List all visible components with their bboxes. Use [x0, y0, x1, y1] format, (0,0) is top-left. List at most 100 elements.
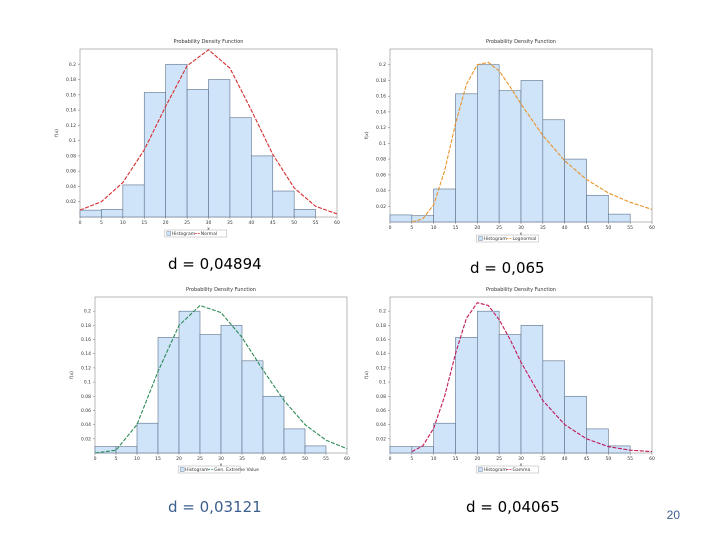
- y-tick-label: 0.08: [376, 394, 386, 400]
- legend-label-histogram: Histogram: [483, 467, 506, 473]
- x-tick-label: 10: [120, 220, 126, 226]
- y-tick-label: 0.1: [84, 380, 91, 386]
- x-tick-label: 15: [453, 456, 459, 462]
- x-tick-label: 30: [218, 456, 224, 462]
- histogram-bar: [293, 209, 316, 218]
- x-tick-label: 30: [518, 225, 524, 231]
- y-tick-label: 0.2: [69, 62, 76, 68]
- legend-label-curve: Gamma: [512, 467, 530, 473]
- legend-label-curve: Gen. Extreme Value: [214, 467, 259, 473]
- x-tick-label: 60: [649, 225, 655, 231]
- x-tick-label: 10: [431, 456, 437, 462]
- y-tick-label: 0.1: [69, 138, 76, 144]
- x-axis-label: x: [520, 463, 523, 468]
- y-axis-label: f(x): [364, 131, 370, 139]
- y-tick-label: 0.16: [376, 94, 386, 100]
- x-tick-label: 35: [227, 220, 233, 226]
- legend-swatch-histogram: [478, 467, 483, 472]
- histogram-bar: [178, 310, 201, 454]
- chart-title: Probability Density Function: [486, 39, 556, 45]
- x-tick-label: 40: [248, 220, 254, 226]
- chart-gev: Probability Density Function 0 5 10 15 20 25 30…: [65, 283, 355, 481]
- x-tick-label: 25: [496, 225, 502, 231]
- y-tick-label: 0.16: [66, 92, 76, 98]
- y-tick-label: 0.12: [376, 365, 386, 371]
- y-axis-label: f(x): [364, 371, 370, 379]
- y-tick-label: 0.08: [376, 157, 386, 163]
- y-tick-label: 0.14: [81, 351, 91, 357]
- histogram-bar: [283, 428, 306, 454]
- x-tick-label: 20: [176, 456, 182, 462]
- x-tick-label: 40: [562, 225, 568, 231]
- y-tick-label: 0.1: [379, 141, 386, 147]
- histogram-bar: [229, 117, 252, 218]
- x-tick-label: 10: [431, 225, 437, 231]
- x-tick-label: 50: [302, 456, 308, 462]
- histogram-bar: [564, 395, 587, 454]
- x-tick-label: 5: [115, 456, 118, 462]
- chart-title: Probability Density Function: [174, 39, 244, 45]
- legend-swatch-histogram: [478, 236, 483, 241]
- x-tick-label: 20: [474, 225, 480, 231]
- y-tick-label: 0.1: [379, 380, 386, 386]
- y-tick-label: 0.2: [379, 62, 386, 68]
- legend-swatch-histogram: [166, 231, 172, 236]
- x-tick-label: 45: [584, 456, 590, 462]
- histogram-bar: [262, 395, 285, 454]
- histogram-bar: [304, 445, 327, 454]
- y-tick-label: 0.06: [376, 172, 386, 178]
- y-tick-label: 0.06: [66, 169, 76, 175]
- y-tick-label: 0.14: [376, 109, 386, 115]
- x-tick-label: 60: [344, 456, 350, 462]
- chart-title: Probability Density Function: [186, 287, 256, 293]
- x-tick-label: 55: [627, 225, 633, 231]
- caption-normal: d = 0,04894: [168, 255, 262, 273]
- x-tick-label: 25: [184, 220, 190, 226]
- x-axis-label: x: [520, 232, 523, 237]
- x-tick-label: 60: [649, 456, 655, 462]
- caption-lognormal: d = 0,065: [470, 259, 545, 277]
- legend-label-curve: Normal: [201, 231, 217, 237]
- legend-swatch-histogram: [179, 467, 185, 472]
- x-tick-label: 35: [239, 456, 245, 462]
- y-tick-label: 0.02: [66, 199, 76, 205]
- x-tick-label: 20: [474, 456, 480, 462]
- legend-label-histogram: Histogram: [185, 467, 208, 473]
- histogram-bar: [186, 89, 209, 218]
- histogram-bar: [220, 325, 243, 454]
- histogram-bar: [608, 213, 631, 223]
- x-tick-label: 50: [291, 220, 297, 226]
- x-tick-label: 0: [389, 225, 392, 231]
- x-tick-label: 0: [389, 456, 392, 462]
- y-tick-label: 0.12: [376, 125, 386, 131]
- y-tick-label: 0.04: [376, 422, 386, 428]
- y-tick-label: 0.04: [376, 188, 386, 194]
- y-tick-label: 0.08: [66, 153, 76, 159]
- y-tick-label: 0.16: [81, 337, 91, 343]
- x-tick-label: 25: [197, 456, 203, 462]
- y-tick-label: 0.18: [81, 323, 91, 329]
- y-tick-label: 0.12: [66, 123, 76, 129]
- y-tick-label: 0.04: [66, 184, 76, 190]
- chart-normal: Probability Density Function 0 5 10 15 20 25 30…: [50, 35, 345, 245]
- legend-label-histogram: Histogram: [172, 231, 195, 237]
- histogram-bar: [122, 184, 145, 218]
- page-number: 20: [666, 508, 680, 522]
- y-tick-label: 0.02: [81, 436, 91, 442]
- x-tick-label: 50: [605, 456, 611, 462]
- histogram-bar: [157, 337, 180, 454]
- histogram-bar: [389, 446, 413, 454]
- x-tick-label: 40: [260, 456, 266, 462]
- legend-label-histogram: Histogram: [483, 236, 506, 242]
- x-tick-label: 55: [627, 456, 633, 462]
- histogram-bar: [586, 428, 609, 454]
- histogram-bar: [520, 325, 544, 454]
- histogram-bar: [498, 90, 522, 223]
- y-tick-label: 0.2: [84, 309, 91, 315]
- y-tick-label: 0.18: [376, 323, 386, 329]
- histogram-bar: [143, 92, 166, 218]
- x-tick-label: 5: [410, 456, 413, 462]
- chart-title: Probability Density Function: [486, 287, 556, 293]
- x-tick-label: 10: [134, 456, 140, 462]
- x-tick-label: 25: [496, 456, 502, 462]
